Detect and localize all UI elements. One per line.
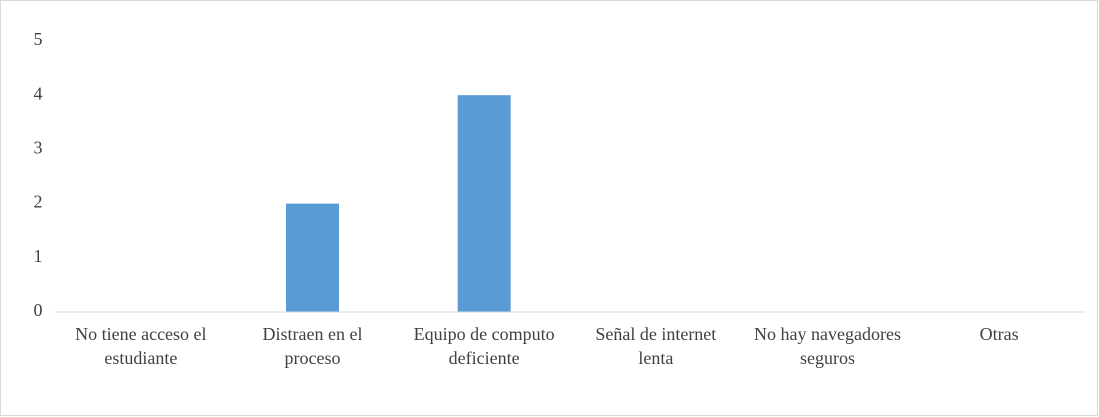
x-tick-label: No tiene acceso el estudiante <box>75 324 207 368</box>
x-tick-label: Señal de internet lenta <box>595 324 717 368</box>
y-tick-label: 5 <box>34 29 43 49</box>
x-tick-label: Otras <box>979 324 1019 344</box>
x-tick-label: Equipo de computo deficiente <box>413 324 555 368</box>
bar <box>457 95 511 312</box>
bar <box>286 203 339 312</box>
y-tick-label: 3 <box>34 138 43 158</box>
y-tick-label: 4 <box>34 83 43 103</box>
y-tick-label: 0 <box>34 300 43 320</box>
x-tick-label: No hay navegadores seguros <box>754 324 901 368</box>
x-tick-label: Distraen en el proceso <box>262 324 363 368</box>
y-tick-label: 1 <box>34 246 43 266</box>
y-tick-label: 2 <box>34 192 43 212</box>
